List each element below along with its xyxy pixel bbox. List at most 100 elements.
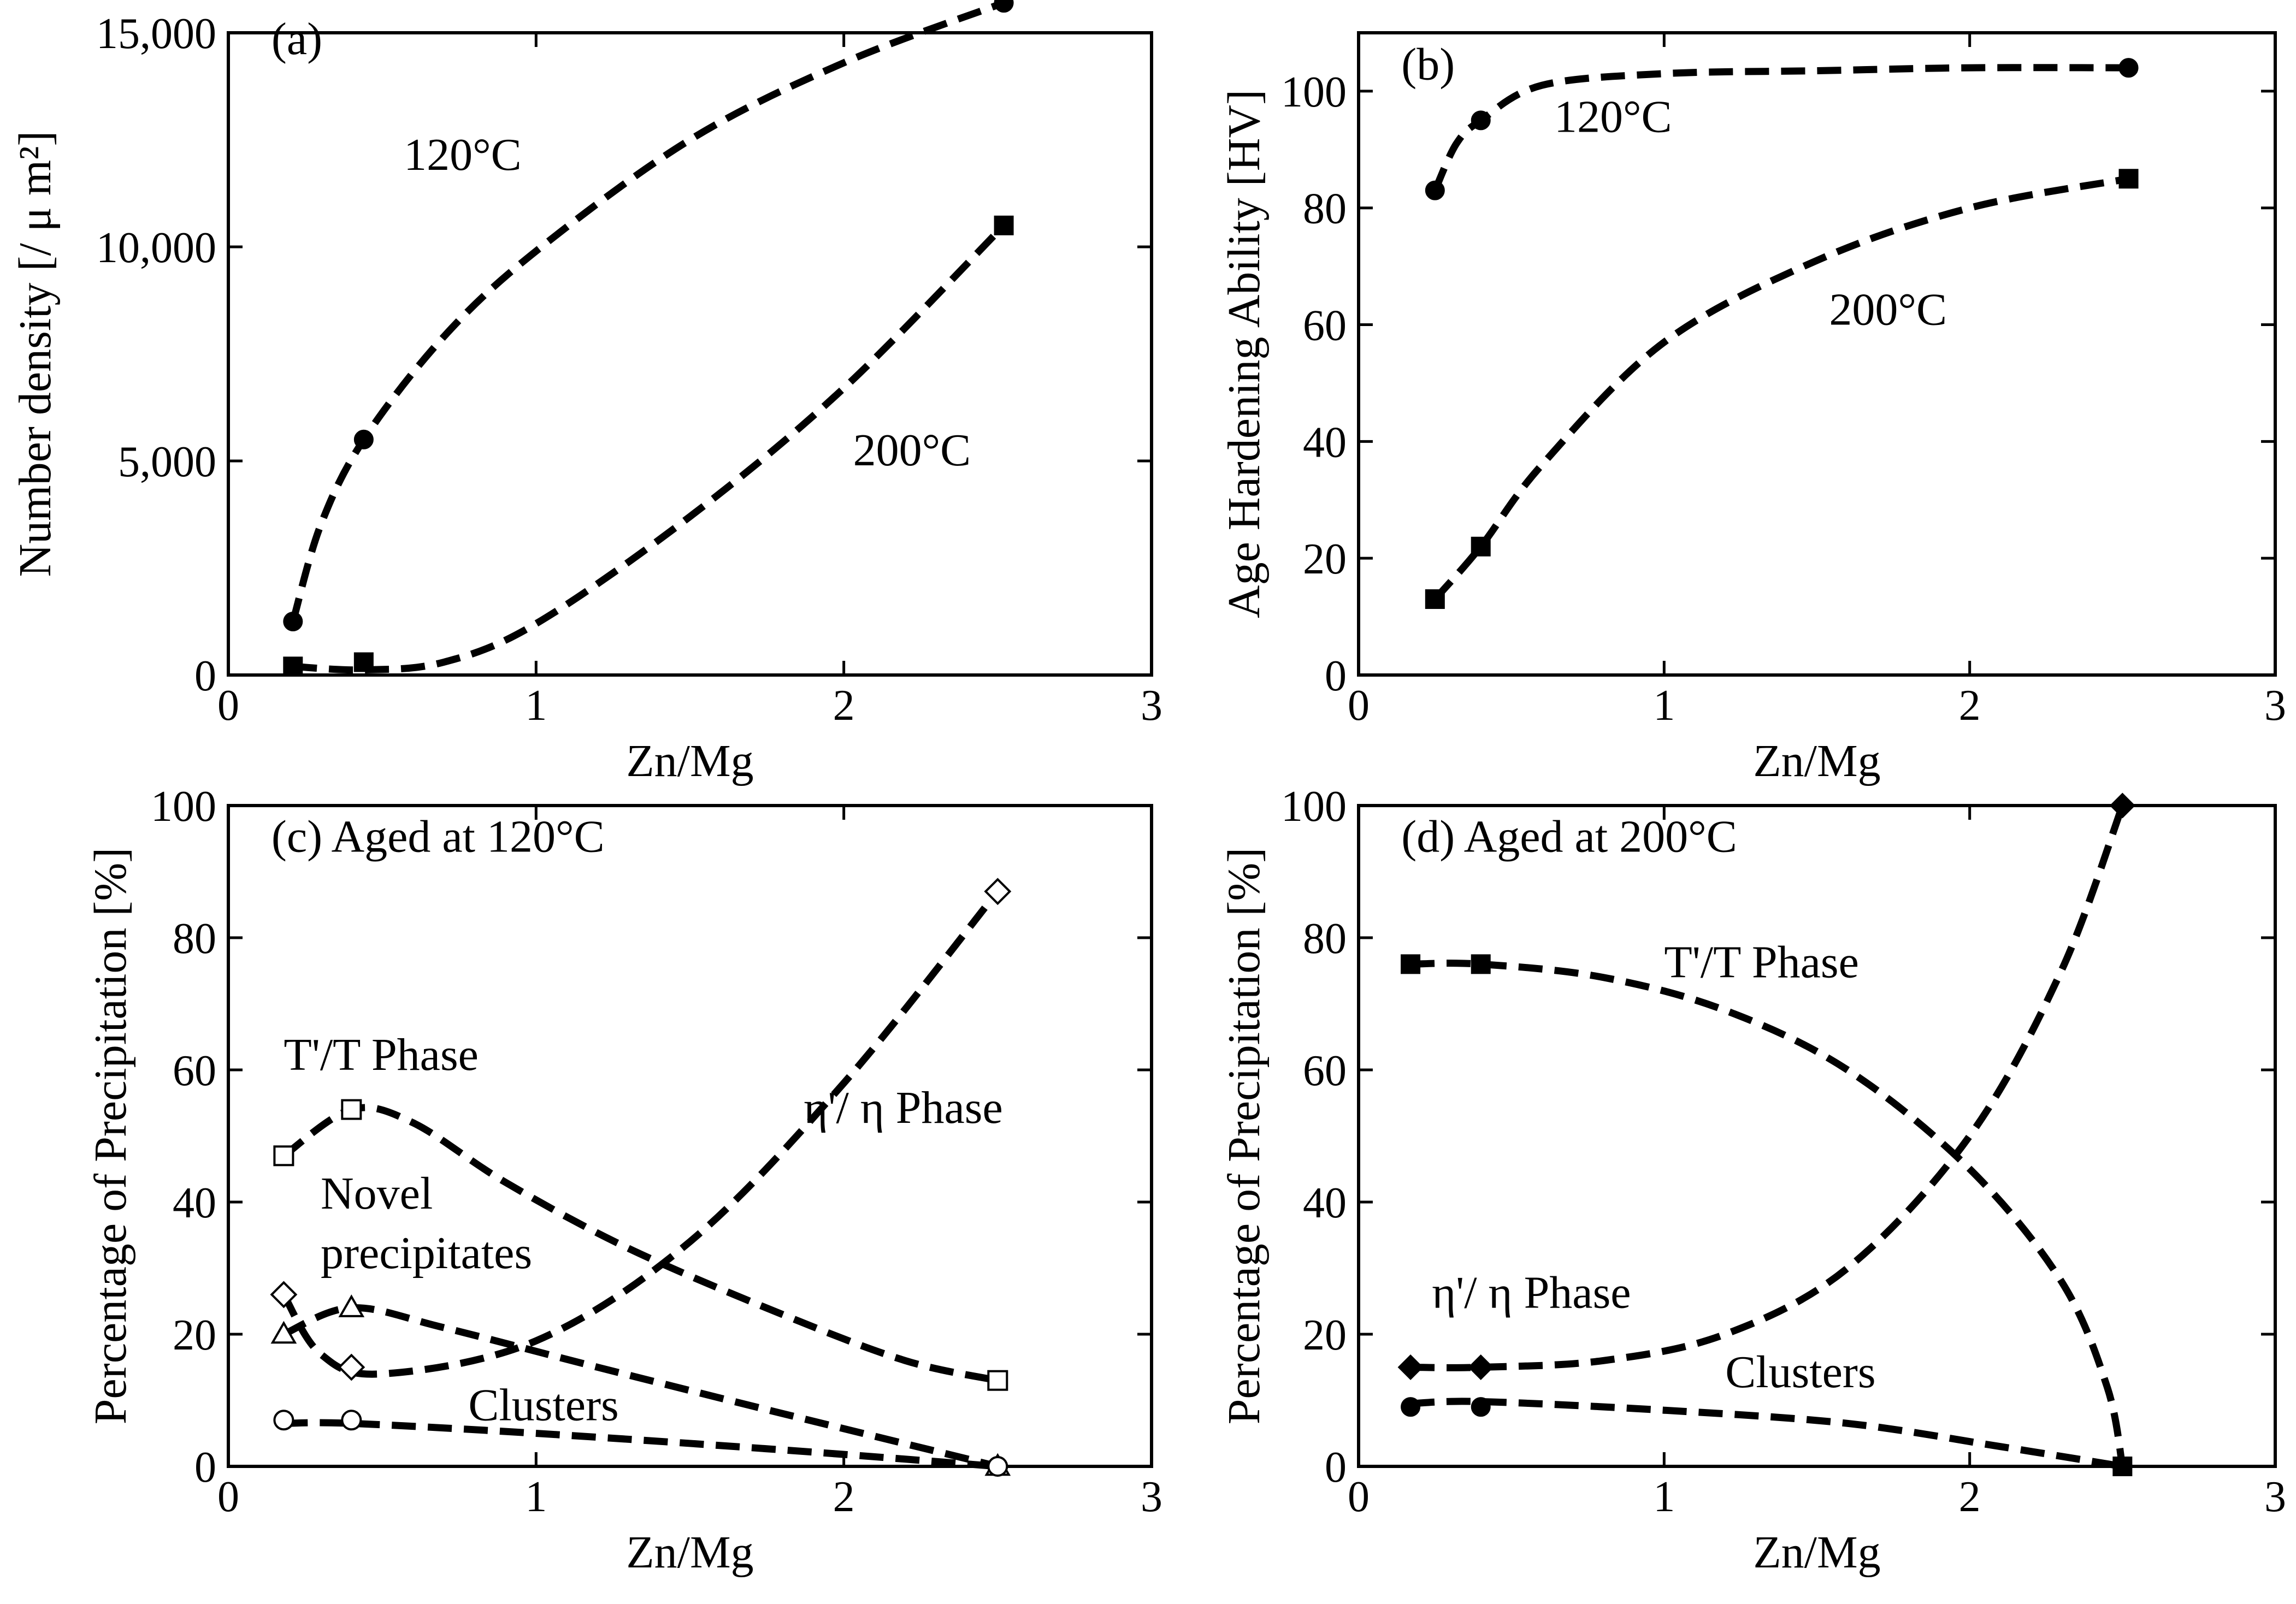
x-axis-label: Zn/Mg <box>1753 736 1880 786</box>
annotation-t-t-phase: T'/T Phase <box>284 1029 479 1080</box>
annotation-clusters: Clusters <box>468 1380 618 1430</box>
series-clusters <box>273 1410 1008 1477</box>
x-tick-label: 3 <box>2264 682 2286 730</box>
series-phase <box>270 878 1012 1381</box>
data-point-200-c <box>353 652 374 672</box>
y-tick-label: 20 <box>1303 535 1347 583</box>
x-axis-label: Zn/Mg <box>626 736 753 786</box>
x-tick-label: 2 <box>833 682 855 730</box>
panel-c-frame <box>227 804 1153 1468</box>
data-point-120-c <box>994 0 1014 13</box>
data-point-200-c <box>994 215 1014 235</box>
series-novel-precipitates <box>270 1294 1011 1476</box>
data-point-t-t-phase <box>273 1145 294 1167</box>
y-tick-label: 80 <box>173 915 216 963</box>
x-tick-label: 1 <box>525 1473 547 1521</box>
data-point-phase <box>984 878 1012 905</box>
series-line-phase <box>280 889 1001 1378</box>
series-line-clusters <box>1410 1398 2123 1470</box>
panel-d: 0 1 2 3 0 20 40 60 80 100 Zn/Mg Percentage of Preci… <box>1219 783 2286 1578</box>
y-tick-label: 20 <box>173 1311 216 1359</box>
panel-b: 0 1 2 3 0 20 40 60 80 100 Zn/Mg Age Hardening Abili… <box>1219 31 2286 786</box>
data-point-200-c <box>283 656 303 677</box>
y-tick-label: 40 <box>1303 418 1347 466</box>
y-tick-label: 80 <box>1303 915 1347 963</box>
series-line-t-t-phase <box>1410 960 2126 1467</box>
y-tick-label: 0 <box>1325 1443 1347 1491</box>
x-tick-label: 1 <box>1653 682 1675 730</box>
y-tick-label: 0 <box>194 652 216 700</box>
data-point-120-c <box>1471 110 1491 131</box>
data-point-novel-precipitates <box>338 1294 365 1317</box>
x-tick-label: 2 <box>1959 682 1981 730</box>
data-point-novel-precipitates <box>270 1321 297 1344</box>
series-line-200-c <box>292 223 1007 674</box>
data-point-200-c <box>2118 169 2139 189</box>
data-point-phase <box>270 1281 298 1309</box>
series-line-clusters <box>284 1419 998 1470</box>
y-tick-label: 40 <box>173 1179 216 1227</box>
series-200-c <box>1425 169 2139 609</box>
annotation-200-c: 200°C <box>1829 285 1947 335</box>
x-tick-label: 0 <box>1348 682 1370 730</box>
y-tick-label: 100 <box>1281 783 1347 831</box>
panel-c: 0 1 2 3 0 20 40 60 80 100 Zn/Mg Percentage of Preci… <box>85 783 1162 1578</box>
series-120-c <box>283 0 1014 631</box>
x-tick-label: 3 <box>1141 1473 1162 1521</box>
annotation-120-c: 120°C <box>1554 92 1672 143</box>
data-point-200-c <box>1425 589 1445 609</box>
y-tick-label: 15,000 <box>96 10 216 58</box>
x-tick-label: 3 <box>1141 682 1162 730</box>
y-tick-label: 40 <box>1303 1179 1347 1227</box>
series-t-t-phase <box>1401 954 2133 1476</box>
annotation-novel: Novel <box>321 1168 433 1219</box>
annotation-200-c: 200°C <box>853 425 971 476</box>
annotation-b: (b) <box>1401 39 1455 90</box>
y-tick-label: 80 <box>1303 185 1347 233</box>
series-line-phase <box>1410 804 2126 1371</box>
panel-a: 0 1 2 3 0 5,000 10,000 15,000 Zn/Mg Number densit… <box>10 0 1162 786</box>
y-axis-label: Percentage of Precipitation [%] <box>1219 848 1270 1425</box>
data-point-phase <box>2109 792 2135 819</box>
y-tick-label: 60 <box>1303 1047 1347 1095</box>
x-tick-label: 2 <box>833 1473 855 1521</box>
data-point-120-c <box>2118 58 2139 78</box>
y-tick-label: 100 <box>151 783 216 831</box>
data-point-t-t-phase <box>987 1370 1008 1391</box>
x-tick-label: 1 <box>525 682 547 730</box>
y-axis-label: Percentage of Precipitation [%] <box>85 848 136 1425</box>
y-tick-label: 100 <box>1281 68 1347 116</box>
data-point-120-c <box>1425 180 1445 200</box>
y-tick-label: 60 <box>173 1047 216 1095</box>
data-point-t-t-phase <box>1401 954 1421 974</box>
data-point-clusters <box>1471 1397 1491 1417</box>
y-axis-label: Number density [/ μ m²] <box>10 131 61 577</box>
annotation-clusters: Clusters <box>1725 1347 1875 1398</box>
data-point-phase <box>1397 1354 1424 1381</box>
data-point-clusters <box>273 1410 294 1431</box>
data-point-t-t-phase <box>341 1099 362 1120</box>
data-point-phase <box>338 1353 365 1381</box>
data-point-200-c <box>1471 536 1491 557</box>
annotation-precipitates: precipitates <box>321 1228 532 1279</box>
series-line-novel-precipitates <box>282 1304 999 1470</box>
panel-d-frame <box>1357 804 2277 1468</box>
series-200-c <box>283 215 1014 677</box>
y-tick-label: 10,000 <box>96 224 216 272</box>
annotation-phase: η'/ η Phase <box>1432 1268 1631 1318</box>
data-point-120-c <box>283 612 303 631</box>
series-line-200-c <box>1432 175 2129 602</box>
series-phase <box>1397 792 2135 1381</box>
x-tick-label: 0 <box>1348 1473 1370 1521</box>
x-tick-label: 0 <box>217 1473 239 1521</box>
panel-b-frame <box>1357 31 2277 677</box>
annotation-c-aged-at-120-c: (c) Aged at 120°C <box>271 812 605 862</box>
annotation-t-t-phase: T'/T Phase <box>1664 937 1859 988</box>
data-point-clusters <box>341 1410 362 1431</box>
y-tick-label: 0 <box>194 1443 216 1491</box>
data-point-clusters <box>1401 1397 1421 1417</box>
series-line-120-c <box>1431 64 2129 192</box>
y-tick-label: 20 <box>1303 1311 1347 1359</box>
data-point-clusters <box>2112 1457 2133 1476</box>
